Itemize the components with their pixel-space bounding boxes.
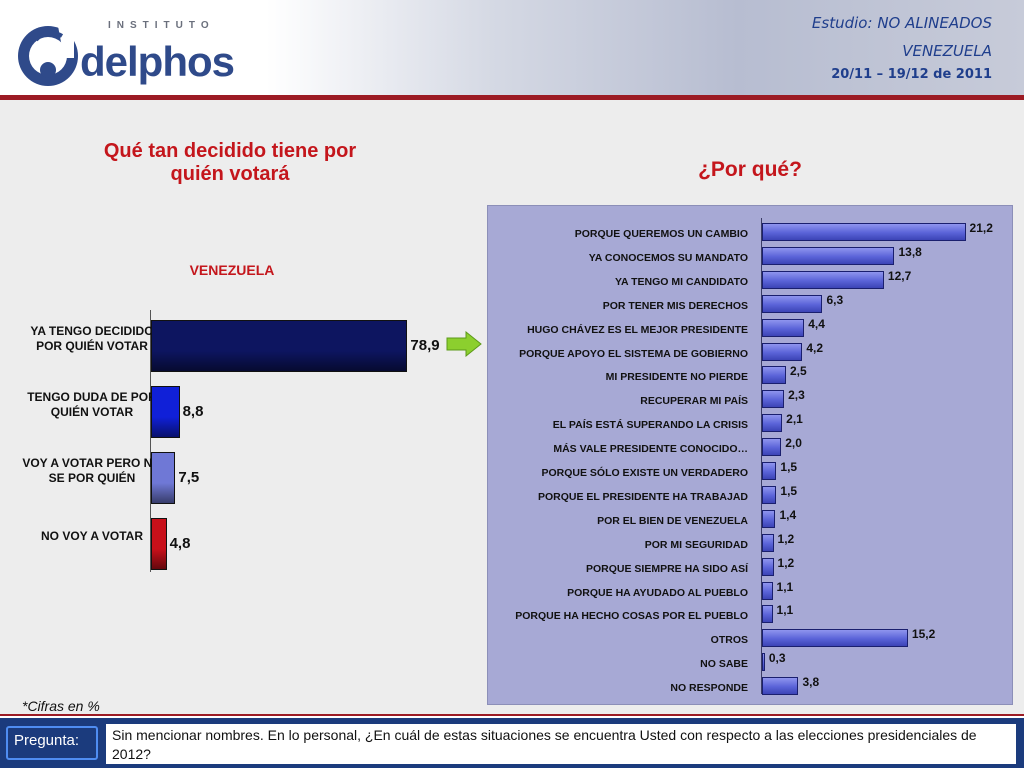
reason-bar xyxy=(762,414,783,433)
reason-category-label: PORQUE APOYO EL SISTEMA DE GOBIERNO xyxy=(519,347,748,360)
reason-bar xyxy=(762,342,803,361)
reason-category-label: PORQUE SIEMPRE HA SIDO ASÍ xyxy=(586,562,748,575)
reason-value-label: 15,2 xyxy=(911,627,936,642)
reason-value-label: 1,2 xyxy=(777,531,795,546)
reason-value-label: 3,8 xyxy=(802,675,820,690)
left-chart-title: Qué tan decidido tiene por quién votará xyxy=(103,140,357,185)
reason-category-label: PORQUE HA HECHO COSAS POR EL PUEBLO xyxy=(515,610,748,623)
question-label: Pregunta: xyxy=(6,726,98,760)
decision-value-label: 78,9 xyxy=(410,337,440,354)
reason-bar xyxy=(762,605,773,624)
study-label: Estudio: xyxy=(811,14,873,32)
reason-value-label: 2,1 xyxy=(786,412,803,427)
reason-category-label: HUGO CHÁVEZ ES EL MEJOR PRESIDENTE xyxy=(527,323,748,336)
reason-value-label: 13,8 xyxy=(898,244,922,259)
reasons-chart-axis xyxy=(761,218,762,694)
reason-category-label: POR EL BIEN DE VENEZUELA xyxy=(597,514,748,527)
reason-value-label: 2,3 xyxy=(788,388,805,403)
decision-bar xyxy=(151,320,408,372)
reason-value-label: 1,2 xyxy=(777,555,795,570)
right-chart-title: ¿Por qué? xyxy=(698,158,802,181)
reason-bar xyxy=(762,653,765,672)
reason-category-label: PORQUE SÓLO EXISTE UN VERDADERO xyxy=(541,467,748,479)
study-name: NO ALINEADOS xyxy=(877,14,992,32)
question-text: Sin mencionar nombres. En lo personal, ¿… xyxy=(106,724,1016,764)
reason-value-label: 4,2 xyxy=(806,340,823,355)
reason-category-label: PORQUE QUEREMOS UN CAMBIO xyxy=(574,228,748,240)
reason-value-label: 12,7 xyxy=(887,268,912,283)
reason-bar xyxy=(762,366,786,385)
reason-value-label: 1,1 xyxy=(776,603,794,618)
reason-value-label: 1,4 xyxy=(779,507,797,522)
reason-category-label: RECUPERAR MI PAÍS xyxy=(640,395,748,408)
reason-value-label: 2,5 xyxy=(790,364,807,379)
reason-category-label: NO SABE xyxy=(700,658,748,671)
logo-wordmark: delphos xyxy=(80,38,235,85)
reason-bar xyxy=(762,629,908,648)
reason-category-label: YA CONOCEMOS SU MANDATO xyxy=(588,251,748,264)
reason-category-label: YA TENGO MI CANDIDATO xyxy=(614,275,748,288)
reason-category-label: OTROS xyxy=(710,634,748,647)
reason-category-label: PORQUE HA AYUDADO AL PUEBLO xyxy=(567,586,748,599)
reason-value-label: 6,3 xyxy=(826,292,844,307)
reason-bar xyxy=(762,246,895,265)
reason-bar xyxy=(762,677,799,696)
left-chart-axis xyxy=(150,310,151,572)
decision-category-label: VOY A VOTAR PERO NO SE POR QUIÉN xyxy=(22,455,162,485)
reason-bar xyxy=(762,557,774,576)
reason-bar xyxy=(762,318,805,337)
study-country: VENEZUELA xyxy=(902,42,992,60)
content-area: Qué tan decidido tiene por quién votará … xyxy=(0,100,1024,716)
decision-value-label: 8,8 xyxy=(182,403,204,420)
reason-category-label: MI PRESIDENTE NO PIERDE xyxy=(605,371,748,384)
decision-bar xyxy=(151,386,180,438)
reason-category-label: POR MI SEGURIDAD xyxy=(644,538,748,551)
reason-bar xyxy=(762,294,823,313)
reason-category-label: MÁS VALE PRESIDENTE CONOCIDO… xyxy=(553,443,748,456)
reason-value-label: 1,5 xyxy=(780,460,798,474)
logo-mark-icon xyxy=(18,20,78,86)
header-divider xyxy=(0,95,1024,100)
decision-category-label: TENGO DUDA DE POR QUIÉN VOTAR xyxy=(27,389,157,419)
decision-category-label: YA TENGO DECIDIDO POR QUIÉN VOTAR xyxy=(30,323,154,353)
reason-bar xyxy=(762,438,782,457)
decision-category-label: NO VOY A VOTAR xyxy=(40,529,143,543)
reason-bar xyxy=(762,390,785,409)
decision-bar xyxy=(151,452,176,504)
logo-instituto-text: INSTITUTO xyxy=(108,20,215,31)
study-title: Estudio: NO ALINEADOS xyxy=(812,14,992,32)
reason-category-label: PORQUE EL PRESIDENTE HA TRABAJAD xyxy=(537,490,748,503)
right-arrow-icon xyxy=(446,331,482,357)
decision-bar xyxy=(151,518,167,570)
reason-bar xyxy=(762,581,773,600)
reason-value-label: 21,2 xyxy=(969,221,993,235)
reason-bar xyxy=(762,533,774,552)
reason-value-label: 0,3 xyxy=(768,651,786,666)
reason-category-label: POR TENER MIS DERECHOS xyxy=(602,299,748,312)
reason-value-label: 2,0 xyxy=(785,436,802,451)
reason-value-label: 4,4 xyxy=(808,316,825,331)
left-chart-subtitle: VENEZUELA xyxy=(189,262,275,278)
header: INSTITUTO delphos Estudio: NO ALINEADOS … xyxy=(0,0,1024,96)
reason-bar xyxy=(762,462,777,480)
reason-bar xyxy=(762,485,777,504)
delphos-logo: INSTITUTO delphos xyxy=(16,14,235,90)
reason-value-label: 1,1 xyxy=(776,579,794,594)
figures-note: *Cifras en % xyxy=(22,698,100,714)
study-dates: 20/11 – 19/12 de 2011 xyxy=(831,67,992,82)
reason-value-label: 1,5 xyxy=(780,483,798,498)
reason-bar xyxy=(762,509,776,528)
reason-bar xyxy=(762,270,884,289)
reasons-chart: PORQUE QUEREMOS UN CAMBIO 21,2 YA CONOCEMO… xyxy=(487,205,1013,705)
reason-category-label: NO RESPONDE xyxy=(670,682,748,695)
decision-value-label: 4,8 xyxy=(169,535,191,552)
decision-value-label: 7,5 xyxy=(178,469,200,486)
footer: Pregunta: Sin mencionar nombres. En lo p… xyxy=(0,718,1024,768)
reason-bar xyxy=(762,223,966,241)
decision-chart: YA TENGO DECIDIDO POR QUIÉN VOTAR 78,9 TEN… xyxy=(0,300,470,580)
reason-category-label: EL PAÍS ESTÁ SUPERANDO LA CRISIS xyxy=(552,419,748,432)
